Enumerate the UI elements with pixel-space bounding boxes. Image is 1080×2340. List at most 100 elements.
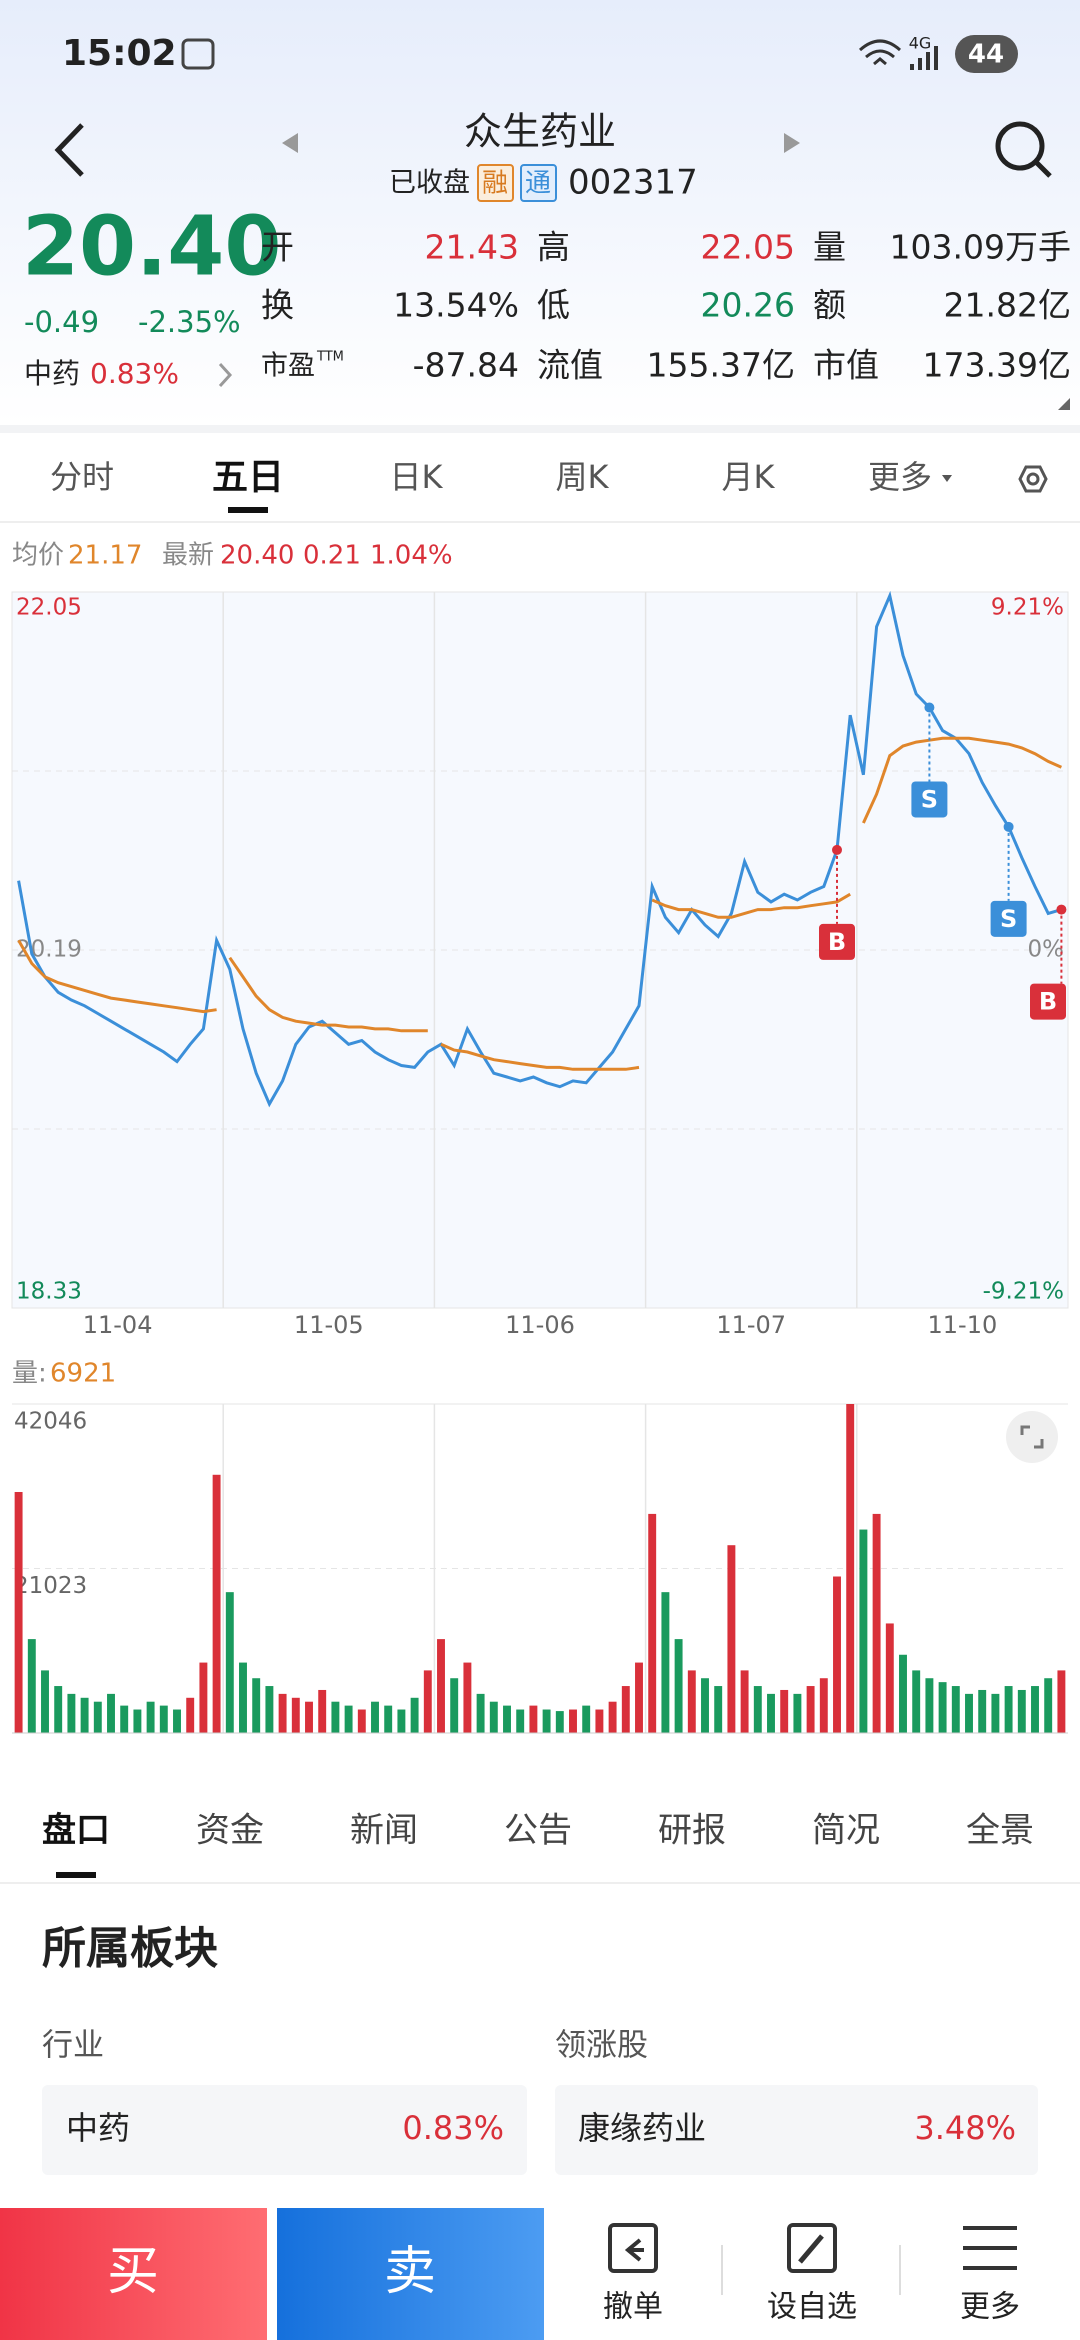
signal-badge	[1030, 983, 1066, 1020]
back-button[interactable]	[54, 123, 84, 177]
last-label: 最新	[162, 541, 214, 571]
volume-bar	[938, 1682, 947, 1733]
volume-bar	[239, 1662, 247, 1733]
separator	[0, 425, 1080, 433]
volume-bar	[476, 1693, 485, 1733]
volume-bar	[186, 1697, 195, 1733]
volume-bar	[780, 1689, 789, 1733]
prev-stock[interactable]	[282, 133, 298, 153]
signal-badge	[990, 900, 1027, 937]
market-state: 已收盘	[389, 168, 470, 199]
sell-button[interactable]	[277, 2208, 544, 2340]
signal-point	[832, 844, 842, 855]
info-tab[interactable]: 全景	[966, 1811, 1034, 1851]
stock-code: 002317	[568, 163, 698, 203]
volume-bar	[635, 1662, 643, 1733]
y-tick-label: 42046	[14, 1409, 87, 1435]
wifi-icon	[858, 39, 902, 66]
avg-line	[862, 736, 1063, 824]
sell-label: 卖	[384, 2242, 436, 2302]
chart-tab[interactable]: 日K	[390, 458, 444, 496]
expand-button[interactable]	[1006, 1411, 1058, 1463]
chart-tabs: 分时 五日 日K 周K 月K 更多	[50, 457, 932, 513]
stat-label: 市盈	[261, 351, 315, 382]
info-tab[interactable]: 新闻	[350, 1811, 418, 1851]
signal-icon	[910, 46, 938, 70]
next-stock[interactable]	[784, 133, 800, 153]
stat-label: 市值	[813, 346, 879, 385]
signal-point	[924, 702, 935, 713]
stat-value: -87.84	[413, 346, 519, 385]
volume-bar	[740, 1670, 749, 1733]
sector-pct: 0.83%	[90, 357, 179, 390]
volume-bar	[371, 1701, 379, 1733]
info-tab[interactable]: 盘口	[42, 1811, 110, 1851]
info-tab[interactable]: 公告	[504, 1811, 572, 1851]
info-tab[interactable]: 研报	[658, 1811, 726, 1851]
sector-arrow[interactable]	[218, 362, 233, 388]
volume-bar	[582, 1705, 591, 1733]
stat-value: 103.09万手	[890, 228, 1071, 267]
leader-pct: 3.48%	[914, 2109, 1016, 2147]
volume-bar	[516, 1709, 525, 1733]
chart-tab[interactable]: 更多	[868, 458, 932, 496]
corner-mark	[1058, 398, 1070, 410]
volume-bar	[107, 1693, 115, 1733]
x-tick-label: 11-04	[83, 1311, 153, 1339]
buy-button[interactable]	[0, 2208, 267, 2340]
stat-value: 22.05	[701, 228, 795, 267]
volume-bar	[674, 1639, 683, 1733]
volume-bar	[318, 1689, 327, 1733]
signal-badge	[911, 781, 948, 818]
change: -0.49	[24, 305, 99, 339]
volume-bar	[991, 1693, 1000, 1733]
chart-tab[interactable]: 五日	[212, 457, 284, 498]
volume-bar	[542, 1709, 551, 1733]
y-tick-label: 21023	[14, 1573, 87, 1599]
cancel-icon[interactable]	[608, 2223, 658, 2273]
stat-value: 21.43	[425, 228, 519, 267]
stat-value: 13.54%	[393, 286, 519, 325]
industry-card[interactable]	[42, 2085, 527, 2175]
volume-bar	[503, 1705, 511, 1733]
volume-bar	[595, 1709, 604, 1733]
volume-bar	[978, 1689, 987, 1733]
volume-bar	[701, 1678, 709, 1733]
stat-label: 开	[261, 228, 294, 267]
volume-bar	[67, 1693, 76, 1733]
volume-bar	[14, 1491, 23, 1733]
chart-tab[interactable]: 月K	[722, 458, 776, 496]
buy-label: 买	[107, 2242, 159, 2302]
volume-bar	[437, 1639, 445, 1733]
volume-bar	[212, 1474, 221, 1733]
volume-bar	[608, 1701, 617, 1733]
tab-underline	[56, 1872, 96, 1878]
volume-bar	[793, 1693, 802, 1733]
volume-bar	[912, 1670, 921, 1733]
stock-name: 众生药业	[464, 110, 616, 154]
clock: 15:02	[62, 33, 177, 74]
leader-card[interactable]	[555, 2085, 1038, 2175]
info-tab[interactable]: 简况	[812, 1811, 880, 1851]
volume-bar	[252, 1678, 261, 1733]
change-pct: -2.35%	[138, 305, 241, 339]
info-tab[interactable]: 资金	[196, 1811, 264, 1851]
volume-bar	[859, 1529, 868, 1733]
signal-label: S	[921, 785, 938, 813]
volume-bar	[146, 1701, 155, 1733]
action-label[interactable]: 设自选	[767, 2290, 857, 2325]
chart-tab[interactable]: 分时	[50, 458, 114, 496]
avg-line	[228, 956, 428, 1033]
watch-icon[interactable]	[787, 2223, 837, 2273]
industry: 中药	[66, 2109, 130, 2147]
volume-bar	[569, 1709, 577, 1733]
volume-chart: 42046 21023	[12, 1403, 1068, 1734]
stat-value: 155.37亿	[647, 346, 795, 385]
more-icon[interactable]	[963, 2226, 1017, 2270]
volume-bar	[727, 1545, 736, 1733]
chart-tab[interactable]: 周K	[556, 458, 610, 496]
settings-button[interactable]	[1018, 465, 1048, 493]
action-label[interactable]: 撤单	[603, 2290, 663, 2325]
search-button[interactable]	[995, 121, 1045, 171]
action-label[interactable]: 更多	[960, 2290, 1020, 2325]
